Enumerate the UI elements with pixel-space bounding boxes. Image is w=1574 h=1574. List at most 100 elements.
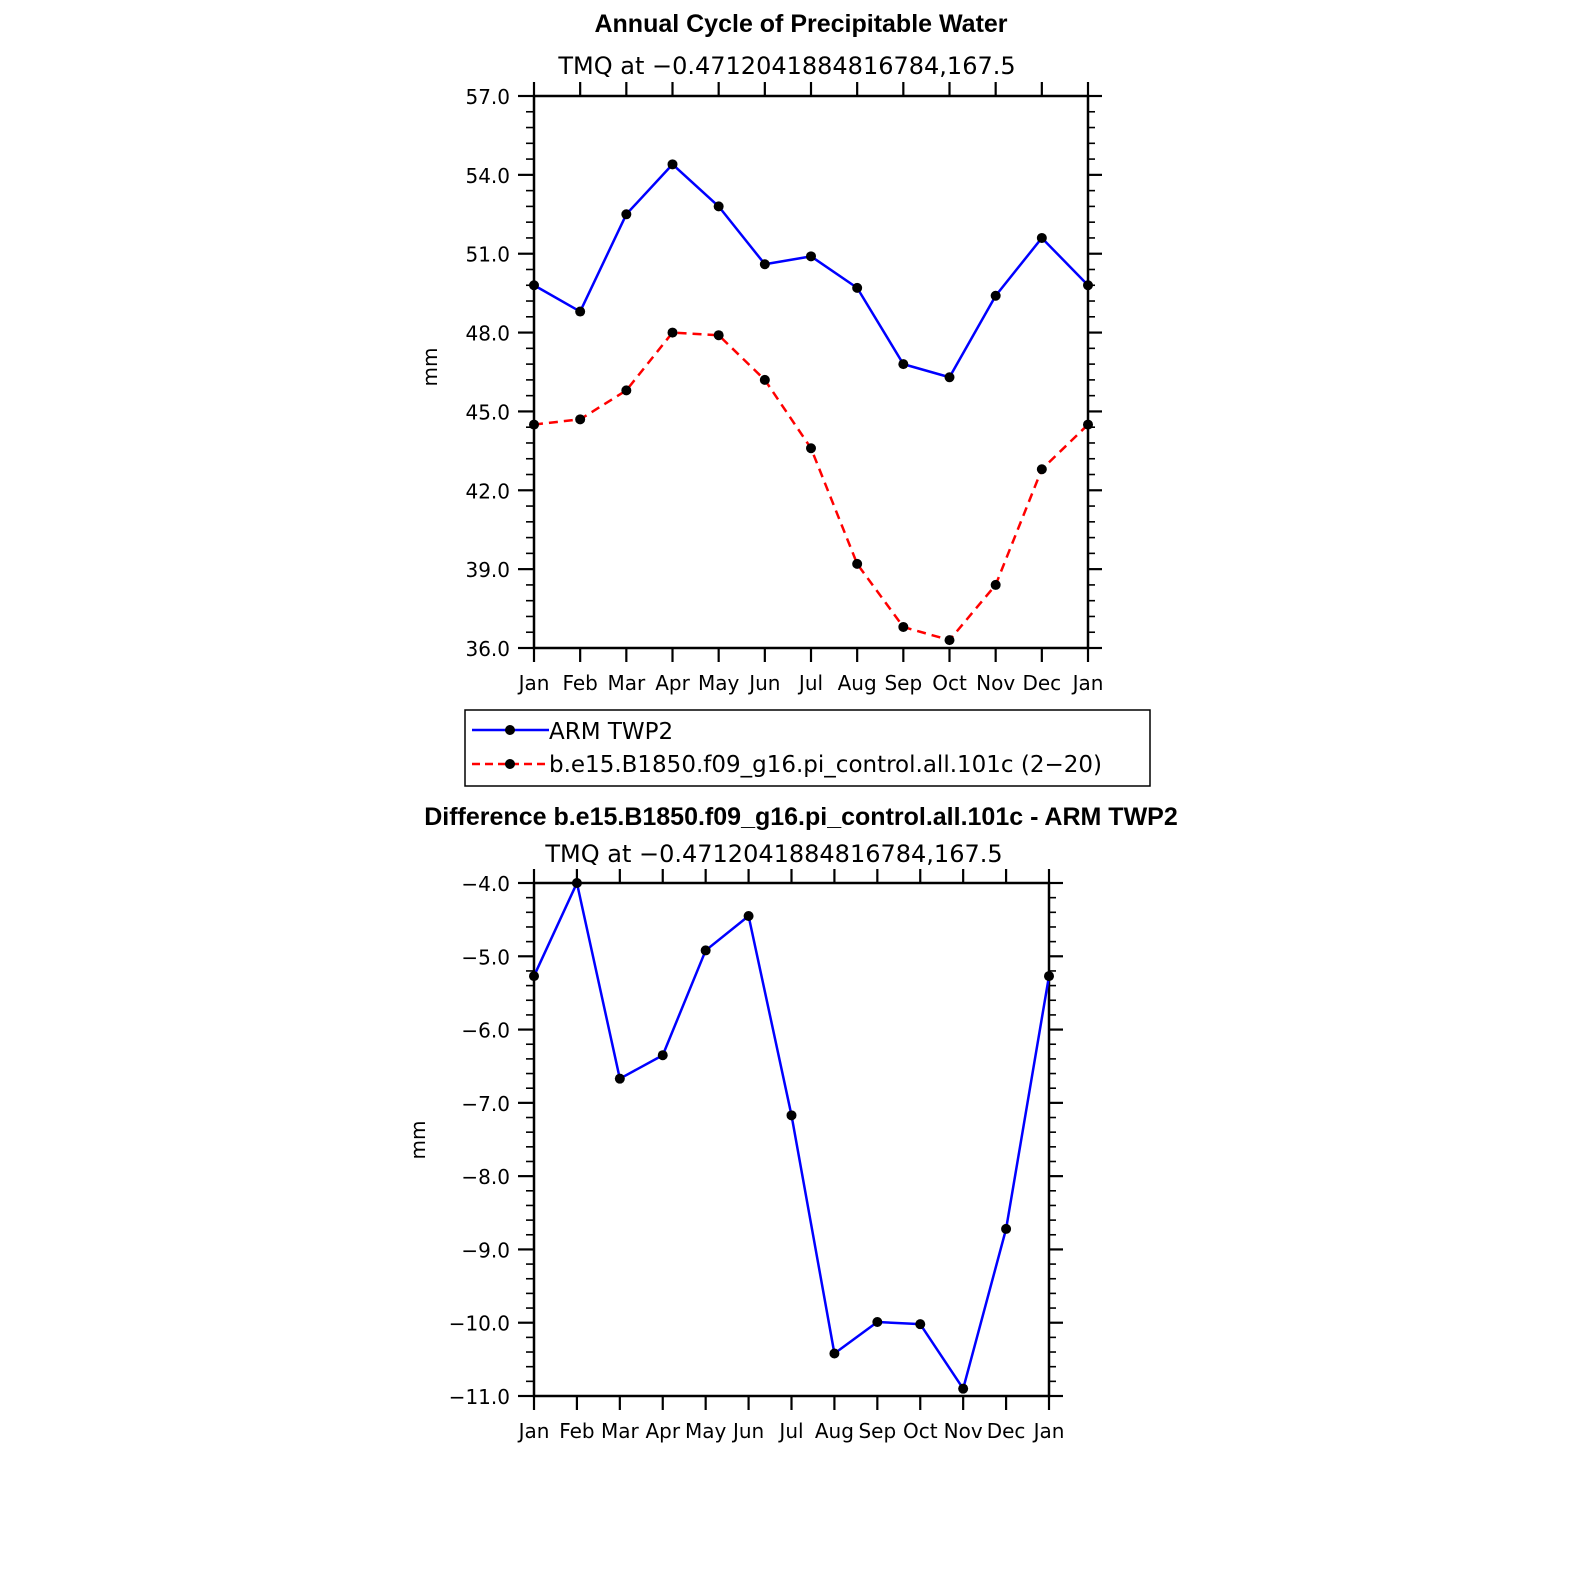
data-point (944, 372, 955, 383)
data-point (1044, 971, 1054, 982)
series-line (532, 881, 1051, 1390)
y-tick-label: 51.0 (465, 243, 510, 267)
x-tick-label: Jun (731, 1419, 764, 1443)
data-point (529, 971, 539, 982)
x-tick-label: Jan (517, 671, 550, 695)
data-point (759, 259, 770, 270)
x-tick-label: Aug (838, 671, 877, 695)
data-point (990, 290, 1001, 301)
chart-title: Annual Cycle of Precipitable Water (594, 10, 1007, 38)
data-point (852, 282, 863, 293)
legend-marker-model (505, 759, 515, 769)
data-point (1083, 280, 1093, 291)
data-point (944, 635, 955, 646)
legend-marker-arm-twp2 (505, 725, 515, 735)
data-point (657, 1050, 668, 1061)
chart-title: Difference b.e15.B1850.f09_g16.pi_contro… (424, 803, 1178, 831)
data-point (713, 201, 724, 212)
data-point (829, 1348, 840, 1359)
y-axis-label: mm (418, 348, 442, 387)
legend-box (464, 709, 1151, 787)
x-tick-label: Sep (858, 1419, 896, 1443)
data-point (621, 385, 632, 396)
x-tick-label: Mar (601, 1419, 640, 1443)
data-point (759, 374, 770, 385)
x-tick-label: Nov (976, 671, 1015, 695)
x-tick-label: Feb (559, 1419, 594, 1443)
x-tick-label: Jan (517, 1419, 550, 1443)
x-tick-label: Sep (884, 671, 922, 695)
data-point (898, 359, 909, 370)
y-tick-label: 54.0 (465, 164, 510, 188)
x-tick-label: Nov (944, 1419, 983, 1443)
x-tick-label: Jun (747, 671, 780, 695)
y-tick-label: −9.0 (461, 1238, 510, 1262)
y-tick-label: 39.0 (465, 558, 510, 582)
series-line (533, 331, 1089, 642)
y-tick-label: −10.0 (449, 1312, 510, 1336)
data-point (1036, 232, 1047, 243)
y-tick-label: −4.0 (461, 872, 510, 896)
data-point (700, 945, 711, 956)
difference-panel: Difference b.e15.B1850.f09_g16.pi_contro… (406, 803, 1178, 1443)
y-tick-label: 36.0 (465, 637, 510, 661)
x-tick-label: Jul (797, 671, 823, 695)
x-tick-label: May (698, 671, 740, 695)
y-tick-label: −6.0 (461, 1019, 510, 1043)
x-tick-label: Mar (607, 671, 646, 695)
y-tick-label: 42.0 (465, 479, 510, 503)
legend: ARM TWP2 b.e15.B1850.f09_g16.pi_control.… (464, 709, 1151, 787)
data-point (575, 306, 586, 317)
series-1 (529, 327, 1093, 646)
plot-frame (532, 881, 1051, 1398)
chart-subtitle: TMQ at −0.4712041884816784,167.5 (544, 840, 1002, 868)
x-tick-label: May (685, 1419, 727, 1443)
series-0 (529, 878, 1054, 1394)
x-tick-label: Apr (645, 1419, 680, 1443)
series-line (533, 163, 1089, 379)
data-point (958, 1383, 969, 1394)
data-point (667, 159, 678, 170)
data-point (1001, 1223, 1012, 1234)
y-tick-label: −8.0 (461, 1165, 510, 1189)
x-tick-label: Jan (1032, 1419, 1065, 1443)
data-point (852, 558, 863, 569)
legend-label-arm-twp2: ARM TWP2 (549, 719, 673, 745)
chart-subtitle: TMQ at −0.4712041884816784,167.5 (557, 52, 1015, 80)
data-point (529, 419, 539, 430)
data-point (1083, 419, 1093, 430)
x-tick-label: Jul (777, 1419, 803, 1443)
y-axis-label: mm (406, 1121, 430, 1160)
data-point (743, 910, 754, 921)
data-point (806, 251, 816, 262)
data-point (621, 209, 632, 220)
x-tick-label: Jan (1071, 671, 1104, 695)
x-tick-label: Apr (655, 671, 690, 695)
legend-entry-arm-twp2: ARM TWP2 (472, 719, 673, 745)
data-point (575, 414, 586, 425)
x-tick-label: Dec (1022, 671, 1061, 695)
x-tick-label: Feb (562, 671, 597, 695)
x-tick-label: Oct (932, 671, 967, 695)
y-tick-label: −5.0 (461, 945, 510, 969)
data-point (786, 1110, 797, 1121)
data-point (713, 330, 724, 341)
data-point (872, 1316, 883, 1327)
data-point (614, 1073, 625, 1084)
y-tick-label: 48.0 (465, 322, 510, 346)
y-tick-label: −11.0 (449, 1385, 510, 1409)
data-point (1036, 464, 1047, 475)
data-point (667, 327, 678, 338)
plot-area: −11.0 −10.0 −9.0 −8.0 −7.0 −6.0 −5.0 −4.0 Jan Feb… (449, 869, 1065, 1443)
x-tick-label: Aug (815, 1419, 854, 1443)
data-point (898, 621, 909, 632)
y-tick-label: 45.0 (465, 400, 510, 424)
y-tick-label: −7.0 (461, 1092, 510, 1116)
data-point (990, 579, 1001, 590)
x-tick-label: Oct (903, 1419, 938, 1443)
series-0 (529, 159, 1093, 383)
x-tick-label: Dec (987, 1419, 1026, 1443)
data-point (529, 280, 539, 291)
legend-label-model: b.e15.B1850.f09_g16.pi_control.all.101c … (549, 752, 1102, 778)
